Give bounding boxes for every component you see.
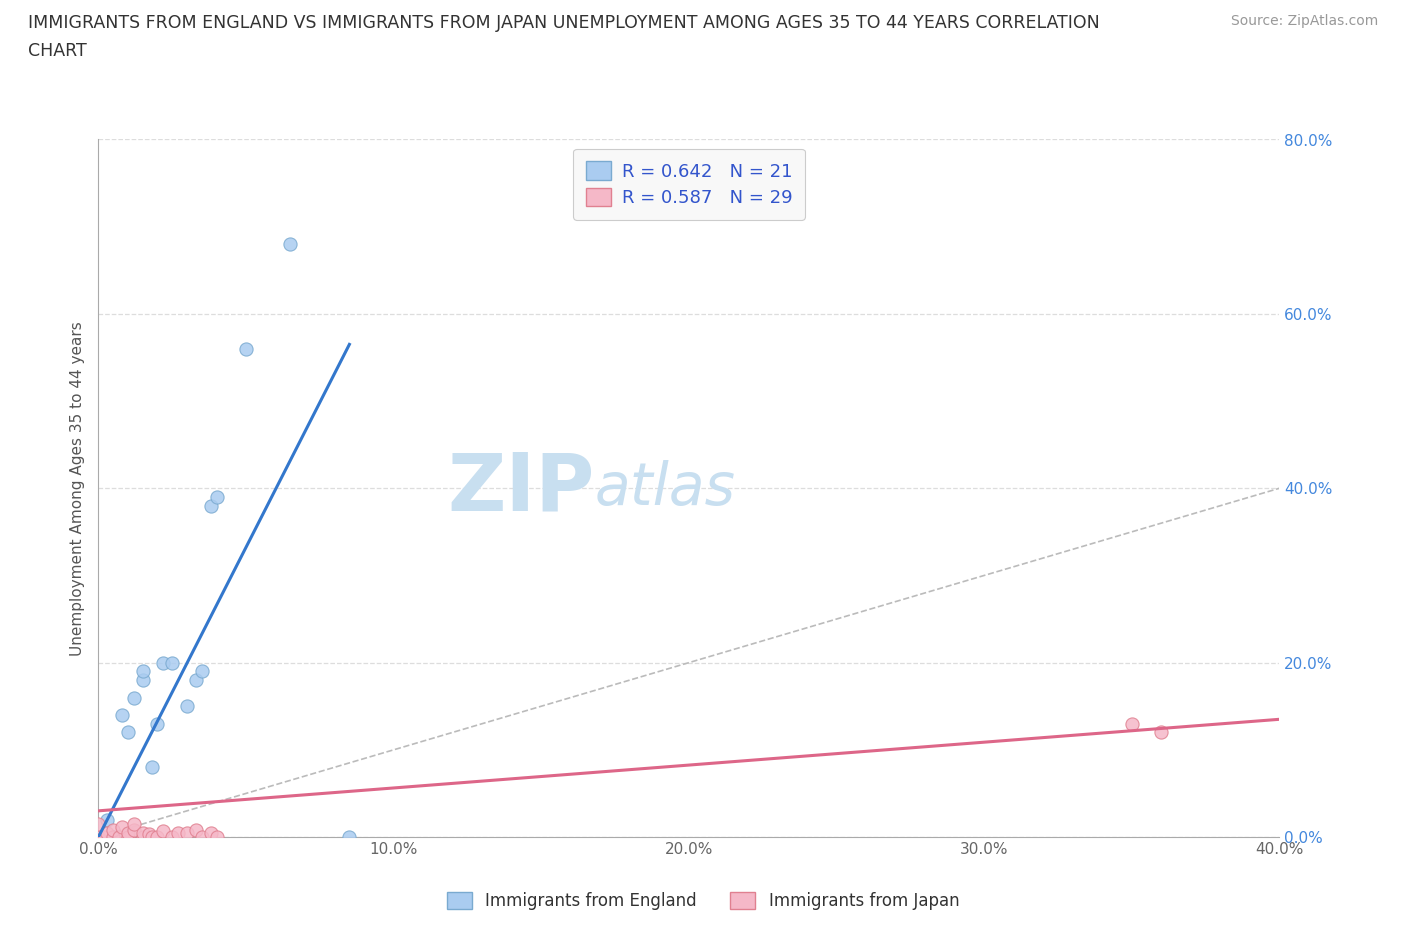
Point bbox=[108, 830, 131, 844]
Point bbox=[176, 698, 198, 713]
Point bbox=[122, 823, 145, 837]
Point bbox=[93, 830, 115, 844]
Legend: Immigrants from England, Immigrants from Japan: Immigrants from England, Immigrants from… bbox=[440, 885, 966, 917]
Point bbox=[146, 830, 169, 844]
Y-axis label: Unemployment Among Ages 35 to 44 years: Unemployment Among Ages 35 to 44 years bbox=[69, 321, 84, 656]
Point bbox=[87, 830, 110, 844]
Text: atlas: atlas bbox=[595, 459, 735, 517]
Text: IMMIGRANTS FROM ENGLAND VS IMMIGRANTS FROM JAPAN UNEMPLOYMENT AMONG AGES 35 TO 4: IMMIGRANTS FROM ENGLAND VS IMMIGRANTS FR… bbox=[28, 14, 1099, 32]
Point bbox=[337, 830, 360, 844]
Point bbox=[111, 708, 134, 723]
Point bbox=[132, 664, 155, 679]
Legend: R = 0.642   N = 21, R = 0.587   N = 29: R = 0.642 N = 21, R = 0.587 N = 29 bbox=[572, 149, 806, 219]
Point bbox=[191, 664, 214, 679]
Point bbox=[138, 827, 160, 842]
Point bbox=[132, 825, 155, 840]
Text: CHART: CHART bbox=[28, 42, 87, 60]
Point bbox=[191, 830, 214, 844]
Point bbox=[141, 760, 163, 775]
Point bbox=[146, 716, 169, 731]
Point bbox=[87, 830, 110, 844]
Point bbox=[162, 655, 183, 670]
Point bbox=[103, 823, 125, 837]
Point bbox=[152, 823, 174, 838]
Point bbox=[205, 830, 228, 844]
Text: ZIP: ZIP bbox=[447, 449, 595, 527]
Point bbox=[87, 817, 110, 831]
Point bbox=[87, 830, 110, 844]
Point bbox=[1150, 725, 1173, 740]
Text: Source: ZipAtlas.com: Source: ZipAtlas.com bbox=[1230, 14, 1378, 28]
Point bbox=[200, 825, 222, 840]
Point bbox=[87, 830, 110, 844]
Point bbox=[96, 825, 118, 840]
Point bbox=[184, 672, 207, 687]
Point bbox=[103, 830, 125, 844]
Point bbox=[200, 498, 222, 513]
Point bbox=[141, 830, 163, 844]
Point bbox=[87, 830, 110, 844]
Point bbox=[278, 237, 302, 252]
Point bbox=[1121, 716, 1143, 731]
Point bbox=[117, 830, 139, 844]
Point bbox=[103, 830, 125, 844]
Point bbox=[122, 690, 145, 705]
Point bbox=[184, 823, 207, 837]
Point bbox=[132, 672, 155, 687]
Point bbox=[117, 725, 139, 740]
Point bbox=[205, 489, 228, 504]
Point bbox=[122, 817, 145, 831]
Point bbox=[235, 341, 257, 356]
Point bbox=[162, 830, 183, 844]
Point bbox=[176, 825, 198, 840]
Point bbox=[96, 812, 118, 827]
Point bbox=[117, 825, 139, 840]
Point bbox=[167, 825, 190, 840]
Point bbox=[152, 655, 174, 670]
Point bbox=[111, 819, 134, 834]
Point bbox=[132, 830, 155, 844]
